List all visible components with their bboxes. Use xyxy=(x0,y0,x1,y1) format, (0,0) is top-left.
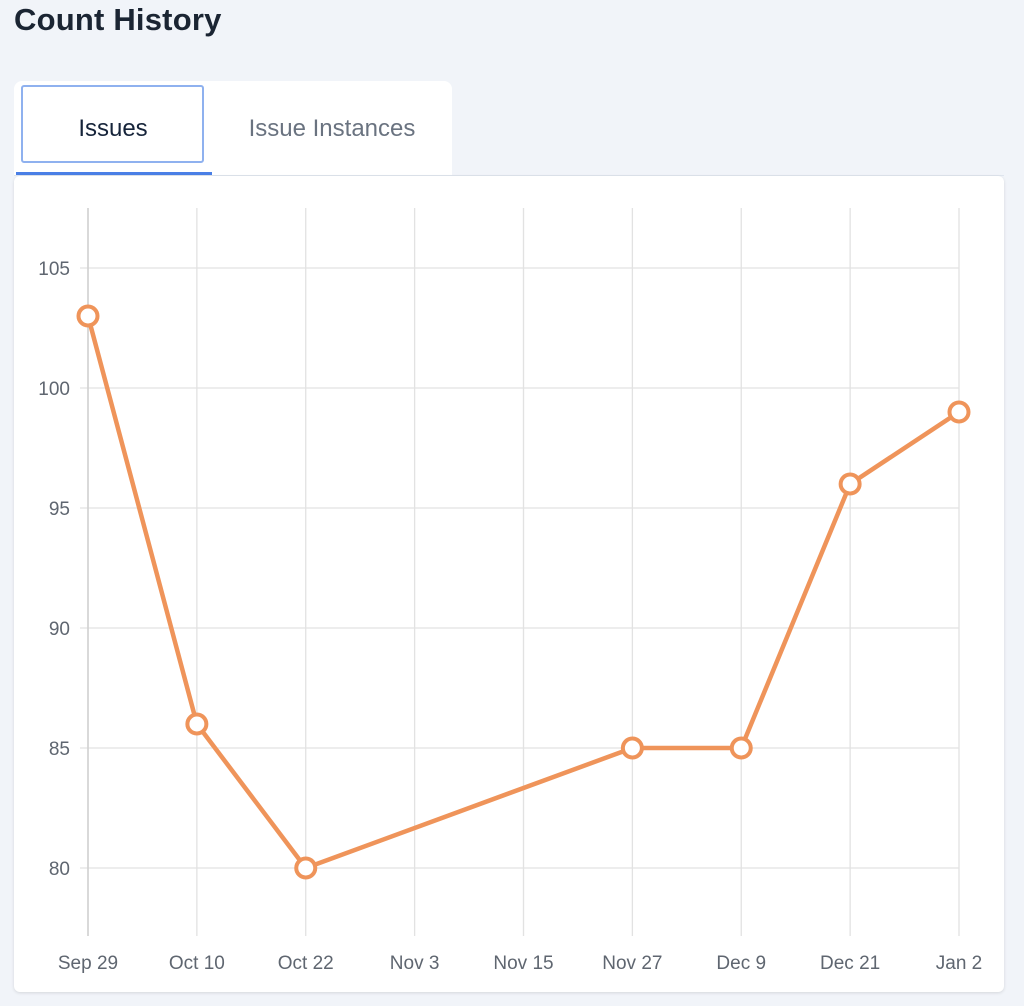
x-tick-label: Dec 9 xyxy=(716,953,766,974)
data-point xyxy=(838,472,862,496)
data-point xyxy=(947,400,971,424)
x-tick-label: Dec 21 xyxy=(820,953,880,974)
tab-issues-label: Issues xyxy=(78,115,148,142)
y-tick-label: 105 xyxy=(38,259,70,280)
y-tick-label: 80 xyxy=(49,859,70,880)
y-tick-label: 95 xyxy=(49,499,70,520)
card-divider xyxy=(14,175,1004,176)
data-point xyxy=(76,304,100,328)
x-tick-label: Nov 3 xyxy=(390,953,440,974)
tab-bar-background xyxy=(14,81,452,176)
x-tick-label: Nov 15 xyxy=(493,953,553,974)
tab-issues[interactable]: Issues xyxy=(14,81,212,176)
active-tab-indicator xyxy=(16,172,212,175)
x-tick-label: Jan 2 xyxy=(936,953,982,974)
data-point xyxy=(294,856,318,880)
page-title: Count History xyxy=(14,2,222,37)
y-tick-label: 90 xyxy=(49,619,70,640)
x-tick-label: Oct 22 xyxy=(278,953,334,974)
data-point xyxy=(620,736,644,760)
tab-issue-instances[interactable]: Issue Instances xyxy=(212,81,452,176)
x-tick-label: Oct 10 xyxy=(169,953,225,974)
data-point xyxy=(729,736,753,760)
tab-focus-ring xyxy=(21,85,204,163)
data-point xyxy=(185,712,209,736)
y-tick-label: 85 xyxy=(49,739,70,760)
tab-bar: Issues Issue Instances xyxy=(14,81,452,176)
x-tick-label: Sep 29 xyxy=(58,953,118,974)
count-history-chart: 80 85 90 95 100 105 Sep 29 Oct 10 Oct 22 Nov 3 Nov… xyxy=(38,208,982,974)
tab-issue-instances-label: Issue Instances xyxy=(248,115,416,142)
chart-card: 80 85 90 95 100 105 Sep 29 Oct 10 Oct 22 Nov 3 Nov… xyxy=(14,176,1004,992)
x-tick-label: Nov 27 xyxy=(602,953,662,974)
y-tick-label: 100 xyxy=(38,379,70,400)
